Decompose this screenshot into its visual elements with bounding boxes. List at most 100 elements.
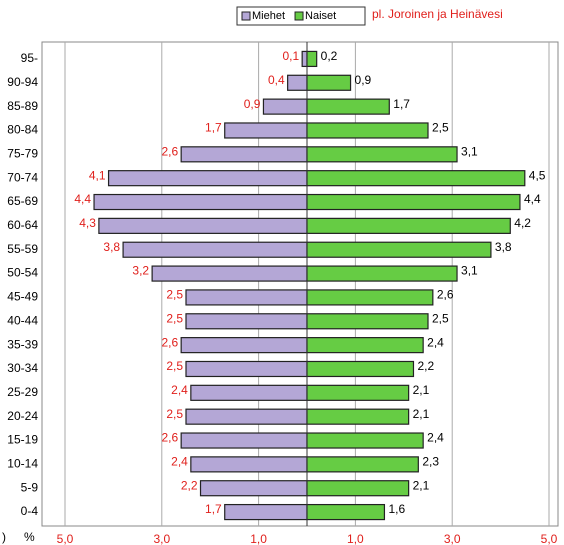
y-tick-label: 55-59 [7,242,38,256]
bar [185,289,308,306]
value-label: 0,4 [268,73,285,87]
value-label: 2,2 [417,359,434,373]
y-tick-label: 20-24 [7,409,38,423]
y-tick-label: 40-44 [7,313,38,327]
bar [107,170,308,187]
value-label: 4,5 [529,168,546,182]
bar [306,289,434,306]
bar [306,193,521,211]
axis-unit: % [24,530,35,544]
y-tick-label: 45-49 [7,290,38,304]
value-label: 4,2 [514,216,531,230]
bar [306,217,511,234]
value-label: 2,4 [427,431,444,445]
value-label: 2,5 [166,359,183,373]
bar [185,408,308,425]
bar [180,337,308,354]
value-label: 2,4 [427,335,444,349]
y-tick-label: 70-74 [7,170,38,184]
x-tick-label: 5,0 [541,532,558,545]
y-tick-label: 90-94 [7,75,38,89]
bar [306,337,424,354]
y-tick-label: 60-64 [7,218,38,232]
bar [306,360,415,378]
value-label: 3,8 [103,240,120,254]
bar [122,241,308,258]
bar [306,146,458,163]
y-tick-label: 85-89 [7,99,38,113]
bar [98,217,308,234]
bar [306,456,419,473]
bar [306,170,526,187]
plot-frame [41,41,559,527]
bar [262,98,308,115]
y-tick-label: 65-69 [7,194,38,208]
value-label: 0,9 [244,97,261,111]
value-label: 2,6 [161,144,178,158]
value-label: 2,6 [161,431,178,445]
bar [301,50,308,68]
legend-swatch [241,11,251,21]
bar [224,503,308,521]
x-tick-label: 3,0 [444,532,461,545]
y-tick-label: 80-84 [7,123,38,137]
bar [190,384,308,401]
value-label: 2,6 [161,335,178,349]
legend-swatch [294,11,304,21]
value-label: 4,4 [74,192,91,206]
bar [306,480,410,497]
edge-text: ) [2,530,6,544]
y-tick-label: 95- [21,51,38,65]
value-label: 2,6 [437,288,454,302]
value-label: 2,5 [166,311,183,325]
y-tick-label: 35-39 [7,337,38,351]
y-tick-label: 50-54 [7,266,38,280]
value-label: 3,1 [461,144,478,158]
value-label: 4,1 [89,168,106,182]
value-label: 2,4 [171,383,188,397]
legend-label: Naiset [305,10,336,22]
y-tick-label: 75-79 [7,146,38,160]
bar [180,432,308,449]
value-label: 2,5 [432,121,449,135]
x-tick-label: 5,0 [57,532,74,545]
bar [306,313,429,330]
bar [306,98,390,115]
y-tick-label: 10-14 [7,457,38,471]
value-label: 1,6 [388,502,405,516]
x-tick-label: 1,0 [347,532,364,545]
bar [224,122,308,139]
bar [306,432,424,449]
bar [306,503,386,521]
value-label: 3,1 [461,264,478,278]
bar [180,146,308,163]
bar [185,313,308,330]
value-label: 2,2 [181,478,198,492]
bar [306,408,410,425]
value-label: 2,5 [166,407,183,421]
bar [151,265,308,282]
y-tick-label: 5-9 [21,480,39,494]
value-label: 0,1 [282,49,299,63]
value-label: 1,7 [205,502,222,516]
value-label: 3,8 [495,240,512,254]
bar [287,74,308,91]
bar [306,265,458,282]
bar [306,74,352,91]
x-tick-label: 3,0 [153,532,170,545]
bar [306,384,410,401]
value-label: 4,3 [79,216,96,230]
bar [185,360,308,378]
bar [199,480,308,497]
value-label: 2,1 [413,478,430,492]
legend-annotation: pl. Joroinen ja Heinävesi [372,7,503,21]
value-label: 3,2 [132,264,149,278]
y-tick-label: 0-4 [21,504,39,518]
x-tick-label: 1,0 [250,532,267,545]
value-label: 2,3 [422,455,439,469]
value-label: 1,7 [205,121,222,135]
bar [93,193,308,211]
bar [306,50,318,68]
value-label: 2,4 [171,455,188,469]
